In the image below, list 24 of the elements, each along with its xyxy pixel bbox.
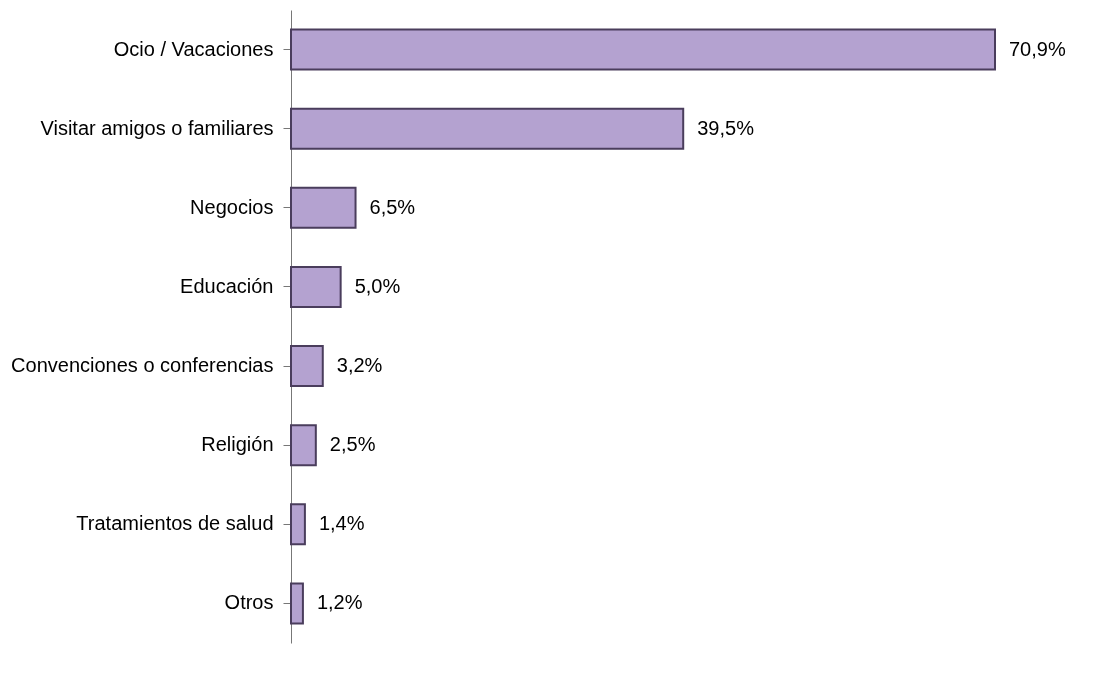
bar <box>290 28 996 71</box>
y-tick-label: Otros <box>224 591 274 614</box>
bar <box>290 503 306 546</box>
data-label: 3,2% <box>336 354 383 377</box>
y-tick-label: Religión <box>201 433 274 456</box>
y-tick-label: Negocios <box>190 195 274 218</box>
data-label: 5,0% <box>354 274 401 297</box>
bar <box>290 582 304 625</box>
bar <box>290 345 324 388</box>
data-label: 6,5% <box>369 195 416 218</box>
data-label: 1,4% <box>318 512 365 535</box>
y-tick-label: Convenciones o conferencias <box>11 354 274 377</box>
data-label: 70,9% <box>1009 37 1066 60</box>
data-label: 39,5% <box>697 116 755 139</box>
data-label: 2,5% <box>329 433 376 456</box>
y-tick-label: Visitar amigos o familiares <box>40 116 274 139</box>
bar <box>290 107 685 150</box>
data-label: 1,2% <box>316 591 363 614</box>
bar <box>290 265 342 308</box>
bar <box>290 424 317 467</box>
y-tick-label: Educación <box>180 274 274 297</box>
bar <box>290 186 357 229</box>
y-tick-label: Tratamientos de salud <box>76 512 274 535</box>
y-tick-label: Ocio / Vacaciones <box>113 37 274 60</box>
